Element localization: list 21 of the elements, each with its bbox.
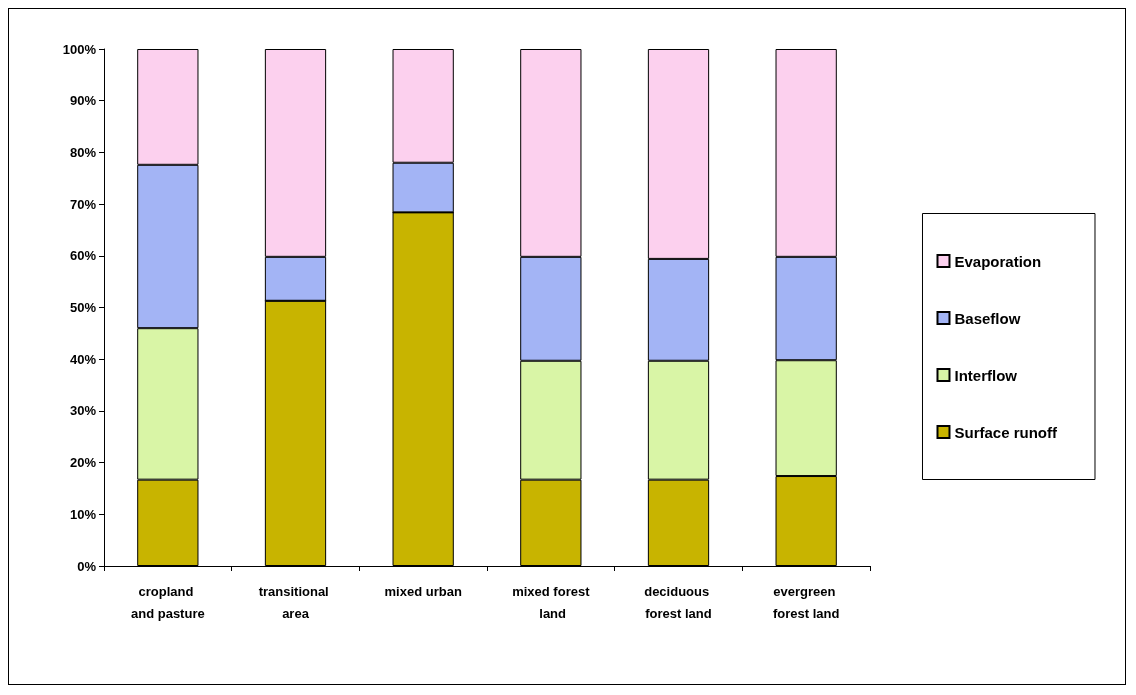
y-tick-label: 30%	[69, 403, 97, 419]
x-tick-label: transitional area	[258, 583, 333, 621]
y-tick-label: 50%	[69, 300, 97, 315]
x-tick-label: mixed forest land	[512, 583, 591, 621]
y-tick-label: 20%	[69, 455, 97, 471]
y-tick-label: 60%	[69, 248, 97, 264]
legend-label: Baseflow	[954, 309, 1021, 327]
y-tick-label: 40%	[69, 351, 97, 367]
y-tick-label: 90%	[69, 93, 97, 109]
y-tick-label: 100%	[62, 41, 97, 57]
x-tick-label: deciduous forest land	[644, 583, 713, 621]
y-tick-label: 80%	[69, 144, 97, 160]
x-tick-label: cropland and pasture	[130, 583, 205, 621]
y-tick-label: 70%	[69, 196, 97, 212]
legend-label: Evaporation	[954, 252, 1042, 270]
y-tick-label: 0%	[77, 558, 97, 574]
y-tick-label: 10%	[69, 506, 97, 522]
x-tick-label: mixed urban	[384, 583, 462, 599]
legend-label: Surface runoff	[954, 423, 1058, 441]
x-tick-label: evergreen forest land	[772, 583, 840, 621]
legend-label: Interflow	[954, 366, 1018, 384]
